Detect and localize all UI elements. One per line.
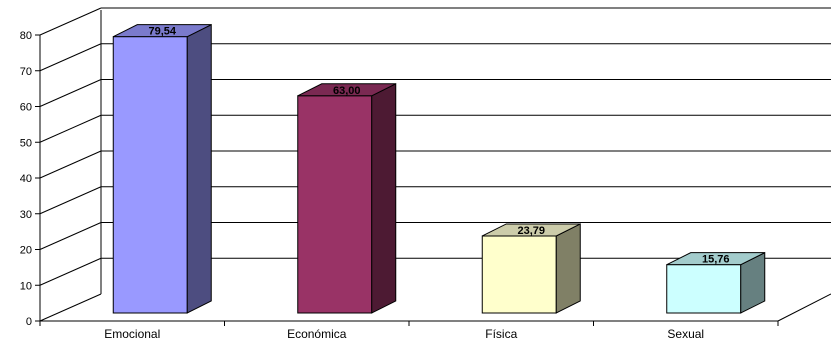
y-tick-label: 30	[20, 209, 32, 221]
y-tick-label: 50	[20, 137, 32, 149]
wall-gridline	[40, 115, 101, 142]
wall-gridline	[40, 80, 101, 107]
y-tick-label: 70	[20, 66, 32, 78]
x-tick-label: Sexual	[667, 327, 704, 341]
x-tick-label: Emocional	[104, 327, 160, 341]
bar-física	[482, 224, 580, 313]
data-label: 63,00	[333, 85, 361, 97]
data-label: 15,76	[702, 254, 730, 266]
y-tick-label: 80	[20, 30, 32, 42]
bar-emocional	[113, 25, 211, 313]
wall-gridline	[40, 44, 101, 71]
wall-gridline	[40, 151, 101, 178]
data-label: 23,79	[517, 225, 545, 237]
y-tick-label: 40	[20, 173, 32, 185]
y-tick-label: 0	[26, 316, 32, 328]
bar-side	[556, 224, 580, 313]
y-tick-label: 20	[20, 245, 32, 257]
bar-side	[372, 84, 396, 313]
wall-gridline	[40, 223, 101, 250]
wall-gridline	[40, 8, 101, 35]
wall-gridline	[40, 258, 101, 285]
y-tick-label: 10	[20, 280, 32, 292]
floor-right-edge	[778, 294, 831, 321]
data-label: 79,54	[148, 26, 176, 38]
bar-front	[482, 236, 556, 313]
bar-económica	[298, 84, 396, 313]
x-tick-label: Económica	[287, 327, 347, 341]
bar-front	[113, 37, 187, 313]
bar-front	[298, 96, 372, 313]
bar-side	[187, 25, 211, 313]
x-tick-label: Física	[485, 327, 517, 341]
y-tick-label: 60	[20, 102, 32, 114]
x-axis-ticks	[40, 321, 778, 326]
wall-gridline	[40, 294, 101, 321]
y-axis-ticks: 0 10 20 30 40 50 60 70 80	[20, 30, 40, 328]
chart-walls	[40, 10, 101, 321]
wall-gridline	[40, 187, 101, 214]
bar-front	[667, 265, 741, 313]
bars	[113, 25, 765, 313]
